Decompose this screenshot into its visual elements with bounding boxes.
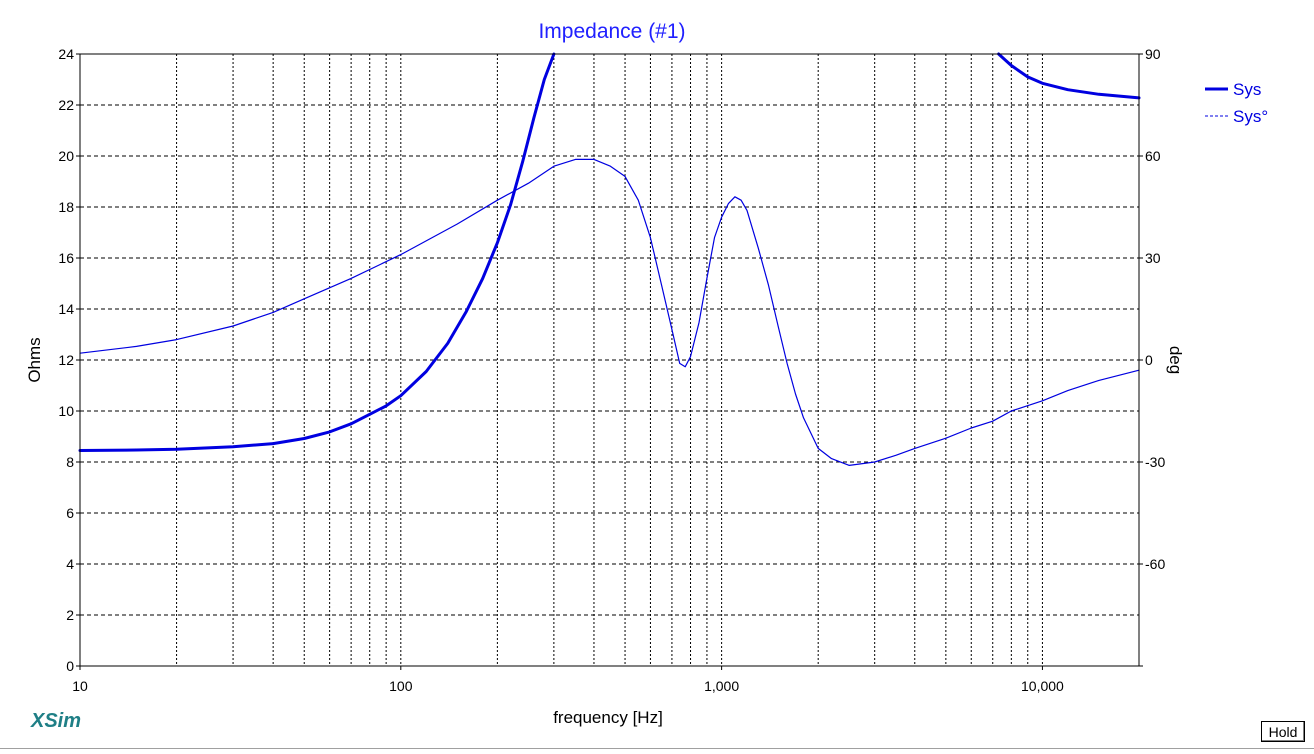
legend-sys-label: Sys [1233, 80, 1261, 99]
y2-tick-label: -30 [1145, 454, 1165, 470]
grid-lines [80, 54, 1139, 666]
y-tick-label: 16 [58, 250, 74, 266]
y-axis-label: Ohms [25, 337, 44, 382]
x-axis-label: frequency [Hz] [553, 708, 663, 727]
y-tick-label: 18 [58, 199, 74, 215]
y-tick-label: 4 [66, 556, 74, 572]
series-sys-phase-line [79, 158, 1140, 466]
y-tick-label: 22 [58, 97, 74, 113]
xsim-logo: XSim [31, 710, 82, 732]
traces [78, 52, 1141, 466]
y-tick-label: 14 [58, 301, 74, 317]
y2-axis-label: deg [1166, 346, 1185, 374]
y-tick-label: 2 [66, 607, 74, 623]
y-tick-label: 24 [58, 46, 74, 62]
legend: Sys Sys° [1205, 80, 1268, 126]
y-tick-label: 10 [58, 403, 74, 419]
y2-tick-label: 0 [1145, 352, 1153, 368]
y2-tick-label: 30 [1145, 250, 1161, 266]
y2-tick-label: 60 [1145, 148, 1161, 164]
x-tick-label: 100 [389, 678, 413, 694]
y2-tick-label: -60 [1145, 556, 1165, 572]
status-divider [0, 748, 1314, 749]
y-tick-label: 8 [66, 454, 74, 470]
y-tick-label: 0 [66, 658, 74, 674]
y-tick-label: 12 [58, 352, 74, 368]
y2-tick-label: 90 [1145, 46, 1161, 62]
x-tick-label: 10,000 [1021, 678, 1064, 694]
plot-frame [79, 53, 1140, 667]
hold-button[interactable]: Hold [1261, 721, 1305, 742]
chart-title: Impedance (#1) [538, 20, 685, 43]
x-tick-label: 10 [72, 678, 88, 694]
legend-sys-phase-label: Sys° [1233, 107, 1268, 126]
series-sys-line [997, 52, 1141, 100]
x-tick-label: 1,000 [704, 678, 739, 694]
series-sys-line [78, 52, 556, 452]
y-tick-label: 6 [66, 505, 74, 521]
y-tick-label: 20 [58, 148, 74, 164]
